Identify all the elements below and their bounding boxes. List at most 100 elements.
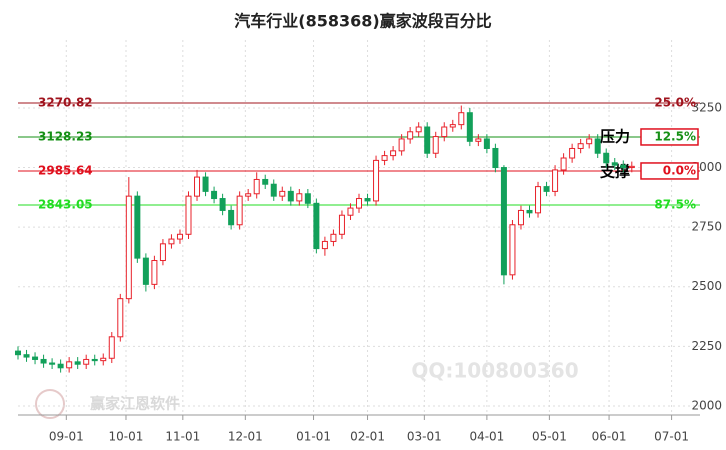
candle-body — [466, 112, 473, 142]
level-percent: 12.5% — [654, 129, 696, 143]
candle-body — [168, 238, 175, 245]
level-percent: 0.0% — [663, 163, 696, 177]
candle-body — [176, 233, 183, 240]
x-tick-label: 03-01 — [407, 430, 442, 444]
candle-body — [517, 209, 524, 226]
y-tick-label: 2250 — [691, 339, 722, 353]
candle-body — [620, 164, 627, 169]
candle-body — [347, 207, 354, 216]
candle-body — [49, 362, 56, 365]
candle-body — [185, 195, 192, 235]
candle-body — [475, 138, 482, 142]
candle-body — [569, 147, 576, 159]
candle-body — [407, 131, 414, 140]
level-box — [640, 128, 699, 146]
candle-body — [338, 214, 345, 235]
candle-body — [424, 126, 431, 154]
watermark: QQ:100800360 — [411, 359, 578, 383]
candle-body — [40, 358, 47, 364]
x-tick-label: 04-01 — [469, 430, 504, 444]
candle-body — [228, 209, 235, 226]
candle-body — [381, 155, 388, 161]
x-tick-label: 01-01 — [296, 430, 331, 444]
y-tick-label: 2500 — [691, 279, 722, 293]
candle-body — [560, 157, 567, 171]
x-tick-label: 10-01 — [109, 430, 144, 444]
candle-body — [526, 209, 533, 214]
candle-body — [458, 112, 465, 126]
candle-body — [304, 193, 311, 204]
watermark: 赢家江恩软件 — [90, 395, 180, 413]
x-tick-label: 07-01 — [654, 430, 689, 444]
candle-body — [500, 167, 507, 276]
candle-body — [151, 260, 158, 285]
candle-body — [313, 202, 320, 250]
level-value: 2985.64 — [38, 163, 93, 177]
candle-body — [603, 152, 610, 164]
y-tick-label: 2000 — [691, 398, 722, 412]
candle-body — [117, 298, 124, 338]
candle-body — [142, 257, 149, 285]
resistance-label: 压力 — [600, 127, 630, 145]
candle-body — [100, 357, 107, 362]
candle-body — [483, 138, 490, 149]
level-value: 2843.05 — [38, 197, 93, 211]
candle-body — [253, 178, 260, 195]
candle-body — [159, 243, 166, 262]
candle-body — [535, 186, 542, 214]
candle-body — [57, 363, 64, 369]
candle-body — [15, 350, 21, 356]
candle-body — [373, 159, 380, 202]
candle-body — [83, 358, 90, 365]
candle-body — [449, 124, 456, 128]
candle-body — [321, 240, 328, 250]
candle-body — [270, 183, 277, 197]
x-tick-label: 05-01 — [532, 430, 567, 444]
y-tick-label: 2750 — [691, 220, 722, 234]
candle-body — [577, 143, 584, 149]
x-tick-label: 06-01 — [592, 430, 627, 444]
candle-body — [219, 198, 226, 211]
level-percent: 87.5% — [654, 197, 696, 211]
level-value: 3128.23 — [38, 129, 93, 143]
chart-title: 汽车行业(858368)赢家波段百分比 — [234, 12, 491, 31]
candle-body — [125, 195, 132, 300]
level-box — [640, 162, 699, 180]
candle-body — [330, 233, 337, 242]
candle-body — [492, 147, 499, 169]
candle-body — [390, 150, 397, 157]
candle-body — [262, 178, 269, 185]
candle-body — [108, 336, 115, 359]
level-value: 3270.82 — [38, 95, 93, 109]
logo — [35, 389, 65, 419]
candle-body — [552, 169, 559, 192]
candle-body — [296, 193, 303, 202]
x-tick-label: 12-01 — [228, 430, 263, 444]
candle-body — [279, 190, 286, 197]
candle-body — [74, 361, 81, 365]
candle-body — [211, 190, 218, 200]
candle-body — [432, 136, 439, 154]
candle-body — [441, 126, 448, 138]
candle-body — [364, 198, 371, 202]
x-tick-label: 09-01 — [49, 430, 84, 444]
candle-body — [356, 198, 362, 209]
level-percent: 25.0% — [654, 95, 696, 109]
candle-body — [245, 193, 252, 197]
candle-body — [586, 138, 593, 145]
y-tick-label: 3250 — [691, 100, 722, 114]
candle-body — [611, 162, 618, 166]
candle-body — [628, 165, 635, 169]
candle-body — [543, 186, 550, 192]
candle-body — [287, 190, 294, 202]
candle-body — [91, 358, 98, 362]
candle-body — [202, 176, 209, 192]
candle-body — [594, 138, 601, 154]
candle-body — [236, 195, 243, 226]
candle-body — [415, 126, 422, 133]
candle-body — [66, 361, 73, 369]
candle-body — [194, 176, 201, 197]
x-tick-label: 11-01 — [165, 430, 200, 444]
candle-body — [398, 138, 405, 152]
